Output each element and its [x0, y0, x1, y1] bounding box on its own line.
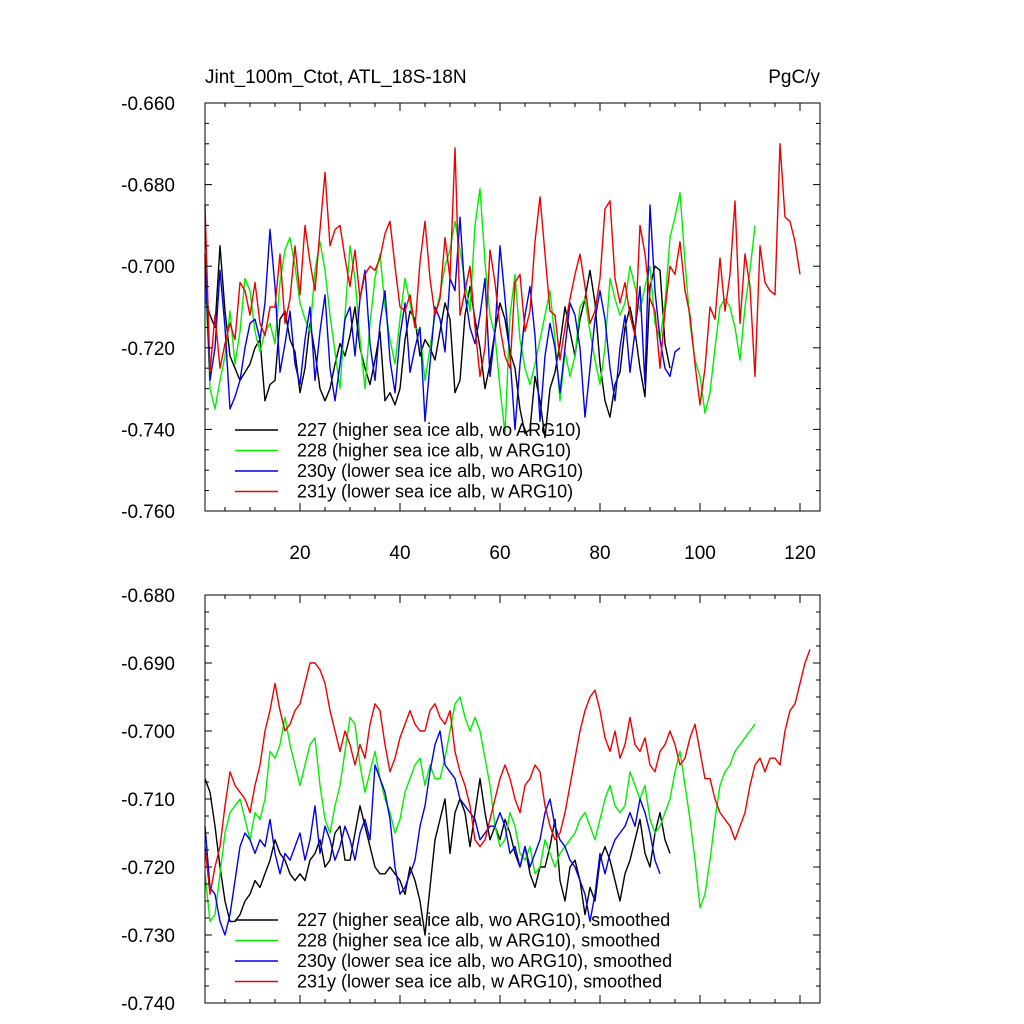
y-tick-label: -0.760	[121, 502, 175, 523]
x-tick-label: 80	[589, 543, 610, 564]
y-tick-label: -0.720	[121, 339, 175, 360]
y-tick-label: -0.660	[121, 94, 175, 115]
bottom-series-lines	[204, 649, 811, 936]
y-tick-label: -0.740	[121, 994, 175, 1015]
bottom-legend: 227 (higher sea ice alb, wo ARG10), smoo…	[235, 910, 672, 992]
x-tick-label: 120	[784, 543, 816, 564]
legend-label-228: 228 (higher sea ice alb, w ARG10)	[297, 441, 571, 461]
y-tick-label: -0.740	[121, 420, 175, 441]
y-tick-label: -0.700	[121, 257, 175, 278]
legend-label-228: 228 (higher sea ice alb, w ARG10), smoot…	[297, 931, 660, 951]
y-tick-label: -0.710	[121, 790, 175, 811]
top-legend: 227 (higher sea ice alb, wo ARG10)228 (h…	[235, 420, 583, 502]
chart-title: Jint_100m_Ctot, ATL_18S-18N	[205, 67, 467, 88]
series-line-230y	[204, 730, 661, 936]
series-line-231y	[204, 143, 801, 406]
legend-label-230y: 230y (lower sea ice alb, wo ARG10), smoo…	[297, 951, 672, 971]
y-tick-label: -0.700	[121, 722, 175, 743]
bottom-axis-ticks: -0.740 -0.730 -0.720 -0.710 -0.700 -0.690 -0.6…	[121, 586, 820, 1015]
y-tick-label: -0.680	[121, 586, 175, 607]
top-series-lines	[204, 143, 801, 439]
x-tick-label: 60	[489, 543, 510, 564]
y-tick-label: -0.720	[121, 858, 175, 879]
series-line-231y	[204, 649, 811, 895]
legend-label-231y: 231y (lower sea ice alb, w ARG10), smoot…	[297, 972, 662, 992]
top-panel: -0.760 -0.740 -0.720 -0.700 -0.680 -0.660 20 40…	[121, 94, 821, 564]
legend-label-230y: 230y (lower sea ice alb, wo ARG10)	[297, 461, 583, 481]
legend-label-227: 227 (higher sea ice alb, wo ARG10)	[297, 420, 581, 440]
x-tick-label: 20	[289, 543, 310, 564]
series-line-227	[204, 777, 671, 936]
bottom-panel: -0.740 -0.730 -0.720 -0.710 -0.700 -0.690 -0.6…	[121, 586, 821, 1015]
top-axis-ticks: -0.760 -0.740 -0.720 -0.700 -0.680 -0.660 20 40…	[121, 94, 820, 564]
units-label: PgC/y	[768, 67, 820, 88]
legend-label-227: 227 (higher sea ice alb, wo ARG10), smoo…	[297, 910, 670, 930]
legend-label-231y: 231y (lower sea ice alb, w ARG10)	[297, 482, 573, 502]
series-line-228	[204, 696, 756, 923]
series-line-228	[204, 187, 756, 435]
y-tick-label: -0.730	[121, 926, 175, 947]
series-line-230y	[204, 204, 681, 431]
x-tick-label: 100	[684, 543, 716, 564]
series-line-227	[204, 245, 671, 439]
y-tick-label: -0.680	[121, 176, 175, 197]
y-tick-label: -0.690	[121, 654, 175, 675]
x-tick-label: 40	[389, 543, 410, 564]
